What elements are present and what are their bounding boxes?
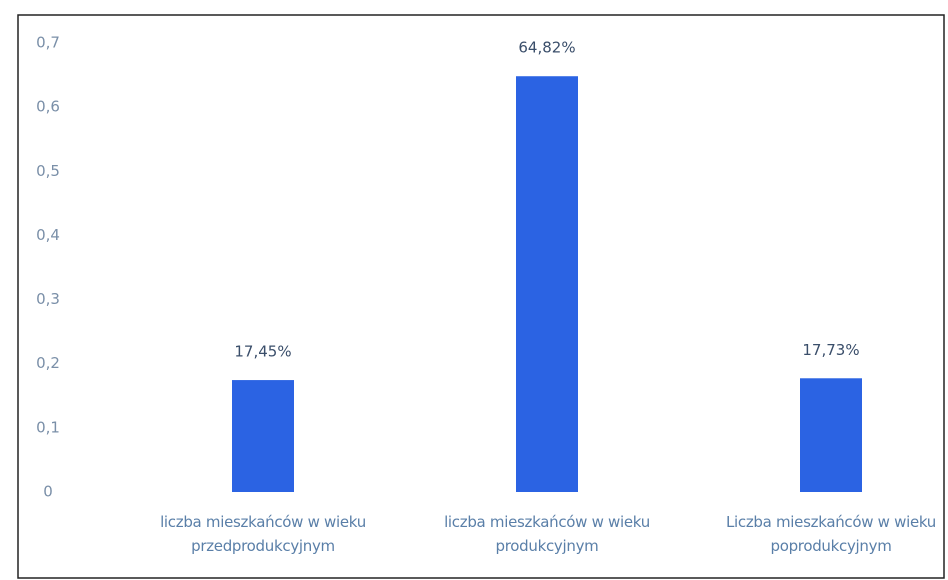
- y-tick-label: 0: [43, 483, 53, 501]
- data-label: 64,82%: [518, 39, 575, 57]
- bar: [800, 378, 862, 492]
- y-tick-label: 0,1: [36, 418, 60, 436]
- bar: [232, 380, 294, 492]
- x-tick-label: liczba mieszkańców w wieku przedprodukcy…: [160, 513, 366, 555]
- y-tick-label: 0,4: [36, 226, 60, 244]
- y-tick-label: 0,6: [36, 98, 60, 116]
- data-label: 17,45%: [234, 343, 291, 361]
- y-tick-label: 0,7: [36, 34, 60, 52]
- chart-frame: [17, 14, 945, 579]
- y-tick-label: 0,2: [36, 354, 60, 372]
- x-tick-label: Liczba mieszkańców w wieku poprodukcyjny…: [725, 513, 937, 555]
- bar: [516, 76, 578, 492]
- x-tick-label: liczba mieszkańców w wieku produkcyjnym: [444, 513, 650, 555]
- y-tick-label: 0,3: [36, 290, 60, 308]
- data-label: 17,73%: [802, 341, 859, 359]
- y-tick-label: 0,5: [36, 162, 60, 180]
